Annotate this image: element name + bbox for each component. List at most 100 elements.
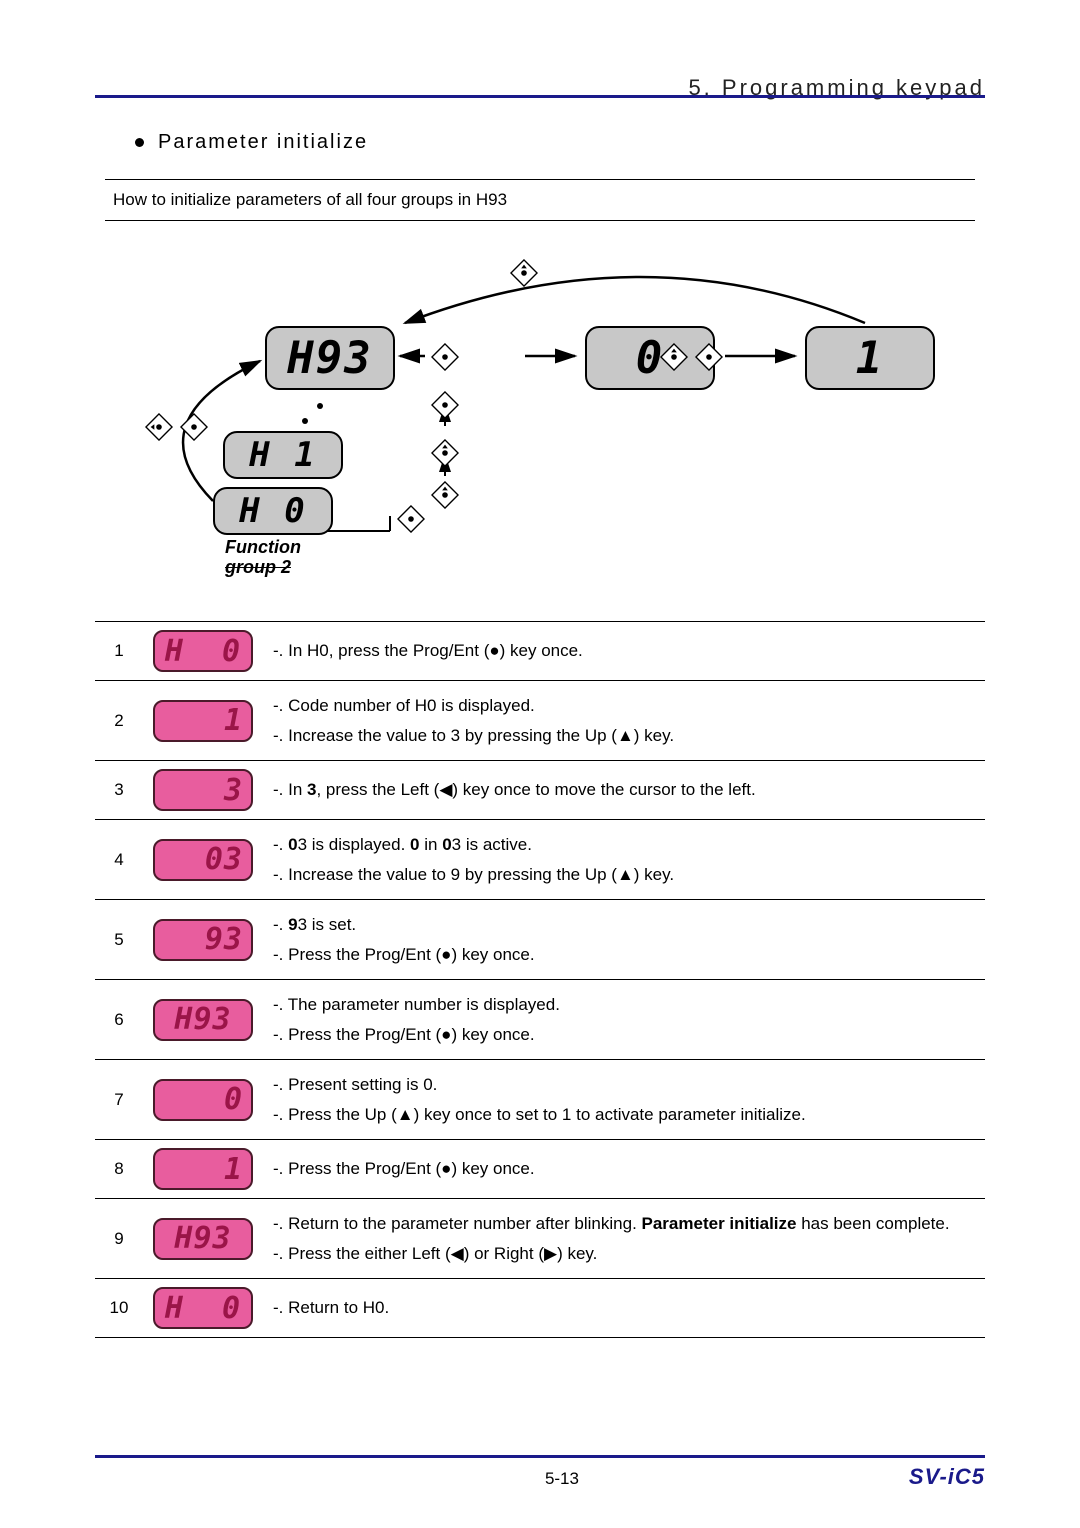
fn-label-line1: Function — [225, 537, 301, 557]
keypad-icon — [431, 343, 459, 371]
lcd-pink: 3 — [153, 769, 253, 811]
lcd-pink: H 0 — [153, 1287, 253, 1329]
diagram-box-1: 1 — [805, 326, 935, 390]
lcd-text: 0 — [224, 1082, 243, 1117]
table-row: 2 1 -. Code number of H0 is displayed. -. I… — [95, 681, 985, 761]
step-display-cell: 3 — [143, 761, 263, 820]
step-display-cell: 93 — [143, 900, 263, 980]
lcd-text: 03 — [205, 842, 243, 877]
lcd-text: 93 — [205, 922, 243, 957]
step-display-cell: 1 — [143, 681, 263, 761]
step-description: -. In 3, press the Left (◀) key once to … — [263, 761, 985, 820]
flow-diagram: H93 0 1 H 1 H 0 Function group 2 — [105, 241, 975, 601]
page-number: 5-13 — [215, 1469, 909, 1489]
sub-heading: How to initialize parameters of all four… — [105, 179, 975, 221]
keypad-icon — [431, 439, 459, 467]
step-line: -. Increase the value to 9 by pressing t… — [273, 862, 975, 888]
lcd-text: H93 — [174, 1002, 231, 1037]
step-line: -. 93 is set. — [273, 912, 975, 938]
step-description: -. 93 is set.-. Press the Prog/Ent (●) k… — [263, 900, 985, 980]
table-row: 8 1 -. Press the Prog/Ent (●) key once. — [95, 1140, 985, 1199]
model-label: SV-iC5 — [909, 1464, 985, 1490]
lcd-text: H93 — [287, 333, 372, 384]
step-number: 5 — [95, 900, 143, 980]
step-description: -. The parameter number is displayed. -. … — [263, 980, 985, 1060]
step-line: -. Press the Up (▲) key once to set to 1… — [273, 1102, 975, 1128]
step-display-cell: H 0 — [143, 1279, 263, 1338]
section-title: Parameter initialize — [158, 131, 368, 154]
lcd-pink: 1 — [153, 700, 253, 742]
bullet-icon — [135, 138, 144, 147]
diagram-box-h93: H93 — [265, 326, 395, 390]
table-row: 4 03 -. 03 is displayed. 0 in 03 is active… — [95, 820, 985, 900]
step-line: -. Increase the value to 3 by pressing t… — [273, 723, 975, 749]
lcd-text: H 0 — [165, 1291, 241, 1326]
section-header: Parameter initialize — [135, 131, 985, 154]
table-row: 5 93 -. 93 is set.-. Press the Prog/Ent (●… — [95, 900, 985, 980]
table-row: 9 H93 -. Return to the parameter number af… — [95, 1199, 985, 1279]
step-display-cell: 03 — [143, 820, 263, 900]
lcd-pink: 0 — [153, 1079, 253, 1121]
keypad-icon — [695, 343, 723, 371]
step-display-cell: H93 — [143, 1199, 263, 1279]
step-description: -. In H0, press the Prog/Ent (●) key onc… — [263, 622, 985, 681]
step-number: 6 — [95, 980, 143, 1060]
step-number: 2 — [95, 681, 143, 761]
lcd-text: H 0 — [239, 491, 306, 531]
diagram-box-h1: H 1 — [223, 431, 343, 479]
lcd-pink: 93 — [153, 919, 253, 961]
step-line: -. 03 is displayed. 0 in 03 is active. — [273, 832, 975, 858]
fn-label-line2: group 2 — [225, 557, 291, 577]
table-row: 1 H 0 -. In H0, press the Prog/Ent (●) key… — [95, 622, 985, 681]
table-row: 7 0 -. Present setting is 0. -. Press the U… — [95, 1060, 985, 1140]
lcd-text: 1 — [856, 333, 885, 384]
lcd-text: H93 — [174, 1221, 231, 1256]
step-line: -. Present setting is 0. — [273, 1072, 975, 1098]
top-rule — [95, 95, 985, 98]
step-line: -. Return to the parameter number after … — [273, 1211, 975, 1237]
step-number: 7 — [95, 1060, 143, 1140]
table-row: 6 H93 -. The parameter number is displayed… — [95, 980, 985, 1060]
step-line: -. The parameter number is displayed. — [273, 992, 975, 1018]
step-line: -. In H0, press the Prog/Ent (●) key onc… — [273, 638, 975, 664]
step-number: 3 — [95, 761, 143, 820]
lcd-text: 1 — [224, 1152, 243, 1187]
bottom-rule — [95, 1455, 985, 1458]
step-description: -. Present setting is 0. -. Press the Up … — [263, 1060, 985, 1140]
lcd-pink: H 0 — [153, 630, 253, 672]
lcd-pink: H93 — [153, 1218, 253, 1260]
step-number: 10 — [95, 1279, 143, 1338]
step-description: -. 03 is displayed. 0 in 03 is active. -.… — [263, 820, 985, 900]
step-display-cell: 1 — [143, 1140, 263, 1199]
diagram-box-h0: H 0 — [213, 487, 333, 535]
lcd-pink: H93 — [153, 999, 253, 1041]
keypad-icon — [145, 413, 173, 441]
step-line: -. Press the Prog/Ent (●) key once. — [273, 1022, 975, 1048]
page-footer: 5-13 SV-iC5 — [95, 1464, 985, 1490]
step-display-cell: 0 — [143, 1060, 263, 1140]
lcd-text: H 0 — [165, 634, 241, 669]
step-number: 8 — [95, 1140, 143, 1199]
step-number: 1 — [95, 622, 143, 681]
step-number: 9 — [95, 1199, 143, 1279]
lcd-text: 1 — [224, 703, 243, 738]
keypad-icon — [431, 481, 459, 509]
steps-table: 1 H 0 -. In H0, press the Prog/Ent (●) key… — [95, 621, 985, 1338]
lcd-text: 3 — [224, 773, 243, 808]
step-description: -. Press the Prog/Ent (●) key once. — [263, 1140, 985, 1199]
step-line: -. In 3, press the Left (◀) key once to … — [273, 777, 975, 803]
keypad-icon — [180, 413, 208, 441]
step-line: -. Press the Prog/Ent (●) key once. — [273, 1156, 975, 1182]
lcd-pink: 03 — [153, 839, 253, 881]
keypad-icon — [660, 343, 688, 371]
keypad-icon — [431, 391, 459, 419]
lcd-text: H 1 — [249, 435, 316, 475]
function-group-label: Function group 2 — [225, 537, 301, 577]
step-description: -. Code number of H0 is displayed. -. Inc… — [263, 681, 985, 761]
step-line: -. Return to H0. — [273, 1295, 975, 1321]
step-number: 4 — [95, 820, 143, 900]
lcd-pink: 1 — [153, 1148, 253, 1190]
table-row: 10 H 0 -. Return to H0. — [95, 1279, 985, 1338]
step-line: -. Code number of H0 is displayed. — [273, 693, 975, 719]
step-line: -. Press the either Left (◀) or Right (▶… — [273, 1241, 975, 1267]
